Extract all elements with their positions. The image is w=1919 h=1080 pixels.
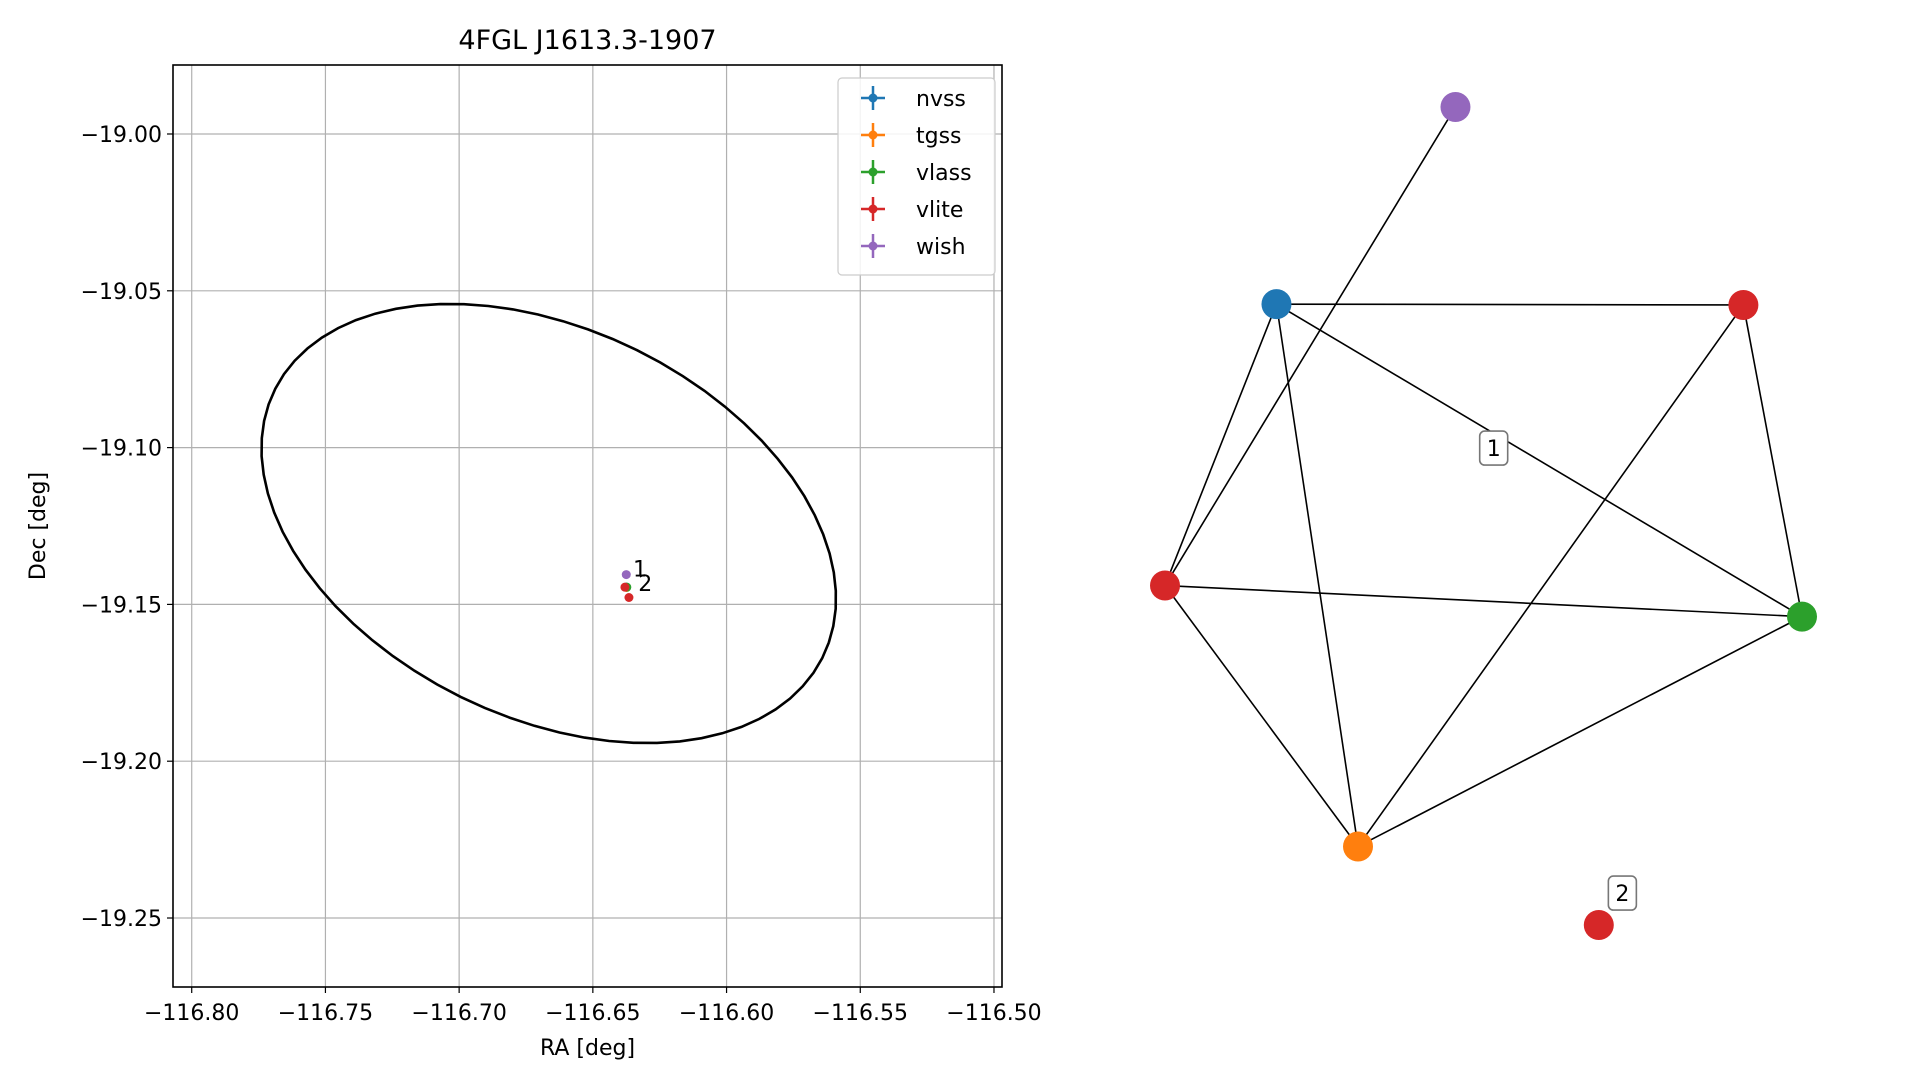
y-tick-label: −19.10: [81, 437, 162, 462]
graph-edge: [1357, 615, 1803, 848]
y-axis-label: Dec [deg]: [26, 472, 51, 580]
graph-node-green: [1787, 601, 1817, 632]
graph-edge: [1275, 304, 1359, 847]
legend-marker-dot: [868, 167, 878, 177]
x-tick-label: −116.50: [946, 1001, 1041, 1026]
legend-entry-tgss: tgss: [861, 123, 962, 149]
y-tick-label: −19.05: [81, 280, 162, 305]
legend-label: nvss: [916, 87, 966, 112]
x-tick-label: −116.65: [545, 1001, 640, 1026]
point-annotation: 1: [633, 557, 647, 582]
graph-label-box: [1607, 875, 1638, 911]
legend-entry-nvss: nvss: [861, 86, 966, 112]
graph-edge: [1357, 304, 1745, 847]
legend-label: wish: [916, 235, 966, 260]
y-tick-label: −19.20: [81, 750, 162, 775]
y-tick-label: −19.00: [81, 123, 162, 148]
graph-label-text: 1: [1487, 437, 1501, 462]
point-vlite: [624, 593, 634, 603]
graph-node-purple: [1440, 92, 1471, 122]
x-tick-label: −116.60: [679, 1001, 774, 1026]
legend-marker-dot: [868, 241, 878, 251]
plot-frame: [172, 64, 1003, 988]
legend-box: [837, 77, 996, 276]
data-points-layer: [620, 570, 634, 603]
legend: nvss tgss vlass vlite wish: [837, 77, 996, 276]
legend-marker-dot: [868, 204, 878, 214]
x-axis-label: RA [deg]: [540, 1036, 635, 1061]
x-tick-label: −116.75: [278, 1001, 373, 1026]
graph-edge: [1164, 585, 1359, 847]
graph-label-text: 2: [1615, 882, 1629, 907]
x-tick-label: −116.70: [411, 1001, 506, 1026]
y-axis-ticks: −19.00 −19.05 −19.10 −19.15 −19.20 −19.25: [81, 123, 173, 932]
point-annotation: 2: [638, 572, 652, 597]
y-tick-label: −19.15: [81, 593, 162, 618]
error-ellipse: [260, 302, 838, 745]
x-axis-ticks: −116.80 −116.75 −116.70 −116.65 −116.60 −116.…: [144, 987, 1042, 1026]
legend-label: vlite: [916, 198, 963, 223]
chart-title: 4FGL J1613.3-1907: [458, 25, 716, 56]
sky-map-panel: 4FGL J1613.3-1907 12 −116.80 −116.75 −116.…: [26, 25, 1042, 1061]
legend-label: vlass: [916, 161, 972, 186]
graph-node-red-left: [1150, 570, 1180, 601]
network-graph-panel: 12: [1150, 92, 1817, 940]
point-annotations-layer: 12: [633, 557, 652, 597]
error-ellipse-layer: [260, 302, 838, 745]
legend-marker-dot: [868, 93, 878, 103]
legend-entry-vlass: vlass: [861, 160, 972, 186]
legend-marker-dot: [868, 130, 878, 140]
graph-node-red-top: [1728, 289, 1759, 320]
graph-label: 1: [1478, 430, 1509, 466]
y-tick-label: −19.25: [81, 907, 162, 932]
x-tick-label: −116.80: [144, 1001, 239, 1026]
graph-edge: [1742, 304, 1803, 617]
graph-edge: [1276, 303, 1803, 618]
graph-labels-layer: 12: [1478, 430, 1638, 911]
x-tick-label: −116.55: [813, 1001, 908, 1026]
legend-label: tgss: [916, 124, 962, 149]
legend-entry-vlite: vlite: [861, 197, 963, 223]
graph-edge: [1164, 303, 1278, 586]
graph-label-box: [1478, 430, 1509, 466]
graph-node-red-bottom: [1583, 910, 1614, 940]
point-vlite: [620, 582, 630, 592]
graph-edge: [1164, 584, 1803, 618]
point-wish: [621, 570, 631, 580]
graph-node-orange: [1343, 831, 1374, 862]
graph-nodes-layer: [1150, 92, 1817, 940]
graph-edge: [1164, 106, 1457, 586]
graph-edge: [1276, 303, 1744, 306]
graph-node-blue: [1261, 289, 1292, 320]
graph-edges-layer: [1164, 106, 1803, 848]
legend-entry-wish: wish: [861, 234, 966, 260]
graph-label: 2: [1607, 875, 1638, 911]
